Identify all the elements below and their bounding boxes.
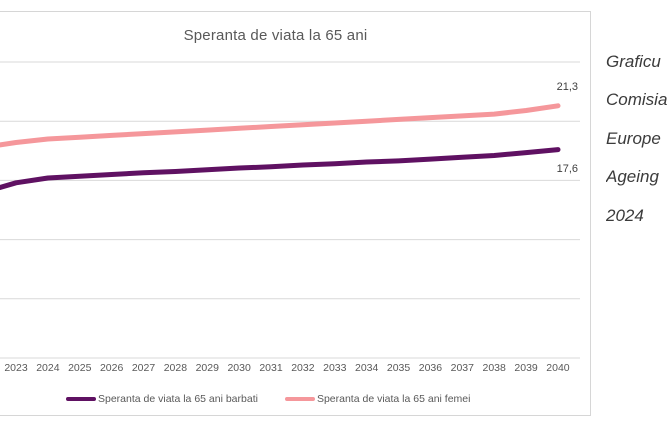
x-axis-tick-label: 2039 (514, 362, 538, 374)
x-axis-tick-label: 2032 (291, 362, 315, 374)
chart-frame: Speranta de viata la 65 ani (0, 11, 591, 416)
x-axis-tick-label: 2040 (546, 362, 570, 374)
legend-swatch-femei-icon (284, 397, 315, 401)
chart-title: Speranta de viata la 65 ani (183, 27, 368, 44)
legend-item-barbati: Speranta de viata la 65 ani barbati (66, 393, 258, 405)
x-axis-tick-label: 2023 (4, 362, 28, 374)
x-axis-tick-label: 2024 (36, 362, 60, 374)
data-label-femei: 21,3 (556, 81, 578, 93)
caption-line: Comisia (606, 90, 668, 110)
x-axis-tick-label: 2031 (259, 362, 283, 374)
caption-line: 2024 (606, 205, 644, 225)
x-axis-tick-label: 2033 (323, 362, 347, 374)
x-axis-tick-label: 2035 (386, 362, 411, 374)
x-axis-tick-label: 2028 (163, 362, 188, 374)
caption-line: Ageing (606, 167, 659, 187)
x-axis-tick-label: 2026 (99, 362, 124, 374)
legend-item-femei: Speranta de viata la 65 ani femei (284, 393, 471, 405)
x-axis-tick-label: 2025 (68, 362, 92, 374)
x-axis-tick-label: 2034 (354, 362, 379, 374)
legend-label-barbati: Speranta de viata la 65 ani barbati (98, 393, 258, 405)
x-axis-tick-label: 2029 (195, 362, 219, 374)
caption-line: Graficu (606, 52, 661, 71)
data-label-barbati: 17,6 (556, 163, 578, 175)
caption-line: Europe (606, 128, 661, 148)
x-axis-tick-label: 2037 (450, 362, 474, 374)
x-axis-tick-label: 2038 (482, 362, 506, 374)
caption-text: Graficu Comisia Europe Ageing 2024 (606, 43, 670, 235)
chart-legend: Speranta de viata la 65 ani barbati Sper… (66, 393, 470, 405)
legend-label-femei: Speranta de viata la 65 ani femei (316, 393, 471, 405)
x-axis-tick-label: 2036 (418, 362, 443, 374)
x-axis-tick-label: 2027 (131, 362, 156, 374)
legend-swatch-barbati-icon (66, 397, 96, 401)
x-axis-tick-label: 2030 (227, 362, 251, 374)
